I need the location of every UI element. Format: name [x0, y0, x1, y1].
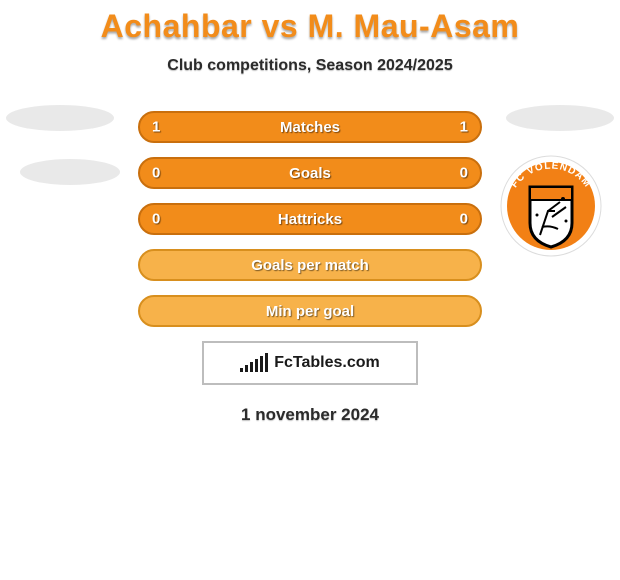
stat-row-matches: 1 Matches 1 — [138, 111, 482, 143]
stat-rows: 1 Matches 1 0 Goals 0 0 Hattricks 0 Goals per mat… — [138, 111, 482, 327]
stat-row-goals: 0 Goals 0 — [138, 157, 482, 189]
stat-row-goals-per-match: Goals per match — [138, 249, 482, 281]
stat-row-min-per-goal: Min per goal — [138, 295, 482, 327]
stat-value-left: 0 — [152, 211, 160, 228]
placeholder-ellipse — [6, 105, 114, 131]
stat-label: Matches — [280, 119, 340, 136]
brand-text: FcTables.com — [274, 354, 380, 372]
stat-label: Goals per match — [251, 257, 369, 274]
stat-value-left: 1 — [152, 119, 160, 136]
footer-date: 1 november 2024 — [0, 405, 620, 425]
stat-value-right: 1 — [460, 119, 468, 136]
stat-value-right: 0 — [460, 165, 468, 182]
stat-value-left: 0 — [152, 165, 160, 182]
right-player-placeholder — [506, 105, 614, 131]
club-logo-volendam: FC VOLENDAM — [500, 155, 602, 257]
stat-label: Goals — [289, 165, 331, 182]
brand-watermark: FcTables.com — [202, 341, 418, 385]
page-title: Achahbar vs M. Mau-Asam — [0, 0, 620, 45]
stat-label: Hattricks — [278, 211, 342, 228]
left-player-placeholder — [6, 105, 126, 213]
stat-value-right: 0 — [460, 211, 468, 228]
comparison-stage: FC VOLENDAM 1 Matches 1 0 Goals 0 0 Hattricks 0 G… — [0, 111, 620, 327]
stat-label: Min per goal — [266, 303, 354, 320]
subtitle: Club competitions, Season 2024/2025 — [0, 57, 620, 75]
brand-bars-icon — [240, 354, 268, 372]
placeholder-ellipse — [20, 159, 120, 185]
stat-row-hattricks: 0 Hattricks 0 — [138, 203, 482, 235]
